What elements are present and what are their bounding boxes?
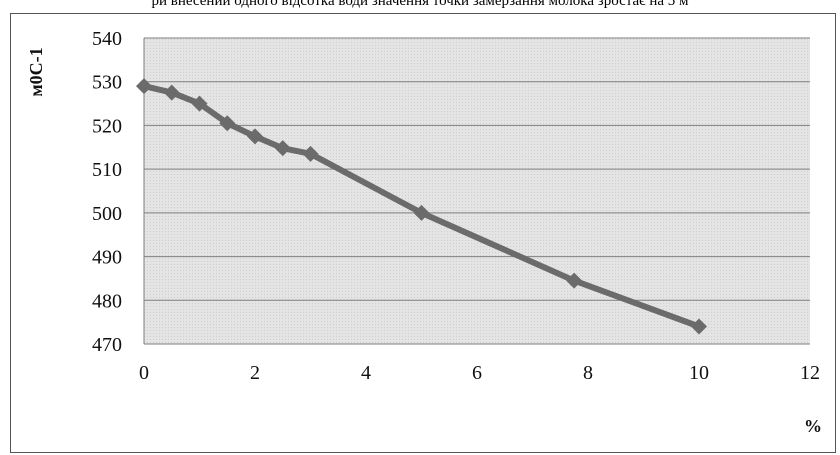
- series-line: [141, 83, 702, 330]
- data-point: [691, 318, 707, 335]
- data-point: [302, 145, 319, 162]
- data-point: [566, 272, 583, 289]
- data-point: [274, 140, 291, 157]
- data-point: [413, 204, 430, 221]
- x-tick-label: 12: [800, 362, 820, 384]
- y-tick-labels: 540 530 520 510 500 490 480 470: [92, 28, 122, 356]
- y-tick-label: 520: [92, 115, 122, 137]
- x-tick-label: 8: [583, 362, 593, 384]
- y-tick-label: 510: [92, 159, 122, 181]
- y-tick-label: 540: [92, 28, 122, 50]
- figure-caption: ри внесении одного відсотка води значенн…: [151, 0, 689, 9]
- x-tick-labels: 0 2 4 6 8 10 12: [139, 362, 820, 384]
- y-axis-title: м0С-1: [26, 47, 46, 96]
- data-point: [219, 115, 236, 132]
- data-point: [247, 128, 263, 145]
- y-tick-label: 530: [92, 72, 122, 94]
- x-tick-label: 10: [689, 362, 709, 384]
- x-tick-label: 2: [250, 362, 260, 384]
- data-point: [163, 84, 180, 101]
- x-axis-title: %: [804, 416, 822, 436]
- y-tick-label: 490: [92, 247, 122, 269]
- data-point: [136, 78, 152, 95]
- y-tick-label: 500: [92, 203, 122, 225]
- x-tick-label: 6: [472, 362, 482, 384]
- x-tick-label: 4: [361, 362, 371, 384]
- plot-area: [144, 38, 810, 344]
- x-tick-label: 0: [139, 362, 149, 384]
- data-point: [191, 95, 208, 112]
- y-tick-label: 480: [92, 290, 122, 312]
- data-markers: [136, 78, 707, 335]
- y-tick-label: 470: [92, 334, 122, 356]
